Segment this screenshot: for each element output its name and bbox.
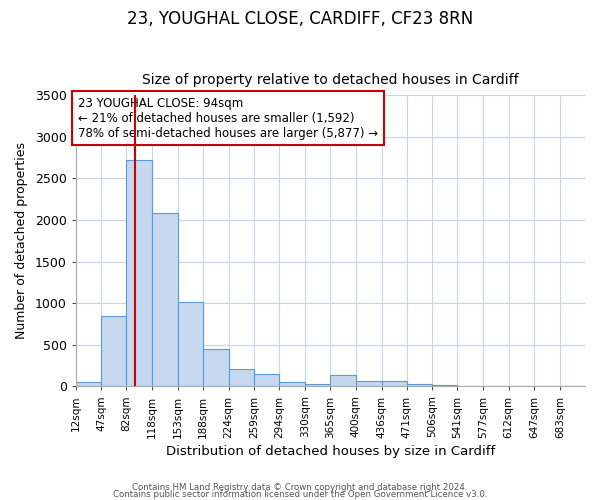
Bar xyxy=(203,348,229,387)
X-axis label: Distribution of detached houses by size in Cardiff: Distribution of detached houses by size … xyxy=(166,444,495,458)
Bar xyxy=(432,384,457,386)
Bar xyxy=(305,384,331,386)
Text: Contains public sector information licensed under the Open Government Licence v3: Contains public sector information licen… xyxy=(113,490,487,499)
Bar xyxy=(407,384,432,386)
Bar xyxy=(356,382,382,386)
Bar xyxy=(382,381,407,386)
Bar xyxy=(101,316,127,386)
Text: 23, YOUGHAL CLOSE, CARDIFF, CF23 8RN: 23, YOUGHAL CLOSE, CARDIFF, CF23 8RN xyxy=(127,10,473,28)
Bar xyxy=(76,382,101,386)
Bar xyxy=(331,375,356,386)
Bar xyxy=(279,382,305,386)
Bar xyxy=(229,369,254,386)
Bar xyxy=(127,160,152,386)
Bar xyxy=(178,302,203,386)
Bar xyxy=(254,374,279,386)
Text: 23 YOUGHAL CLOSE: 94sqm
← 21% of detached houses are smaller (1,592)
78% of semi: 23 YOUGHAL CLOSE: 94sqm ← 21% of detache… xyxy=(79,96,379,140)
Title: Size of property relative to detached houses in Cardiff: Size of property relative to detached ho… xyxy=(142,73,519,87)
Y-axis label: Number of detached properties: Number of detached properties xyxy=(15,142,28,340)
Text: Contains HM Land Registry data © Crown copyright and database right 2024.: Contains HM Land Registry data © Crown c… xyxy=(132,484,468,492)
Bar xyxy=(152,214,178,386)
